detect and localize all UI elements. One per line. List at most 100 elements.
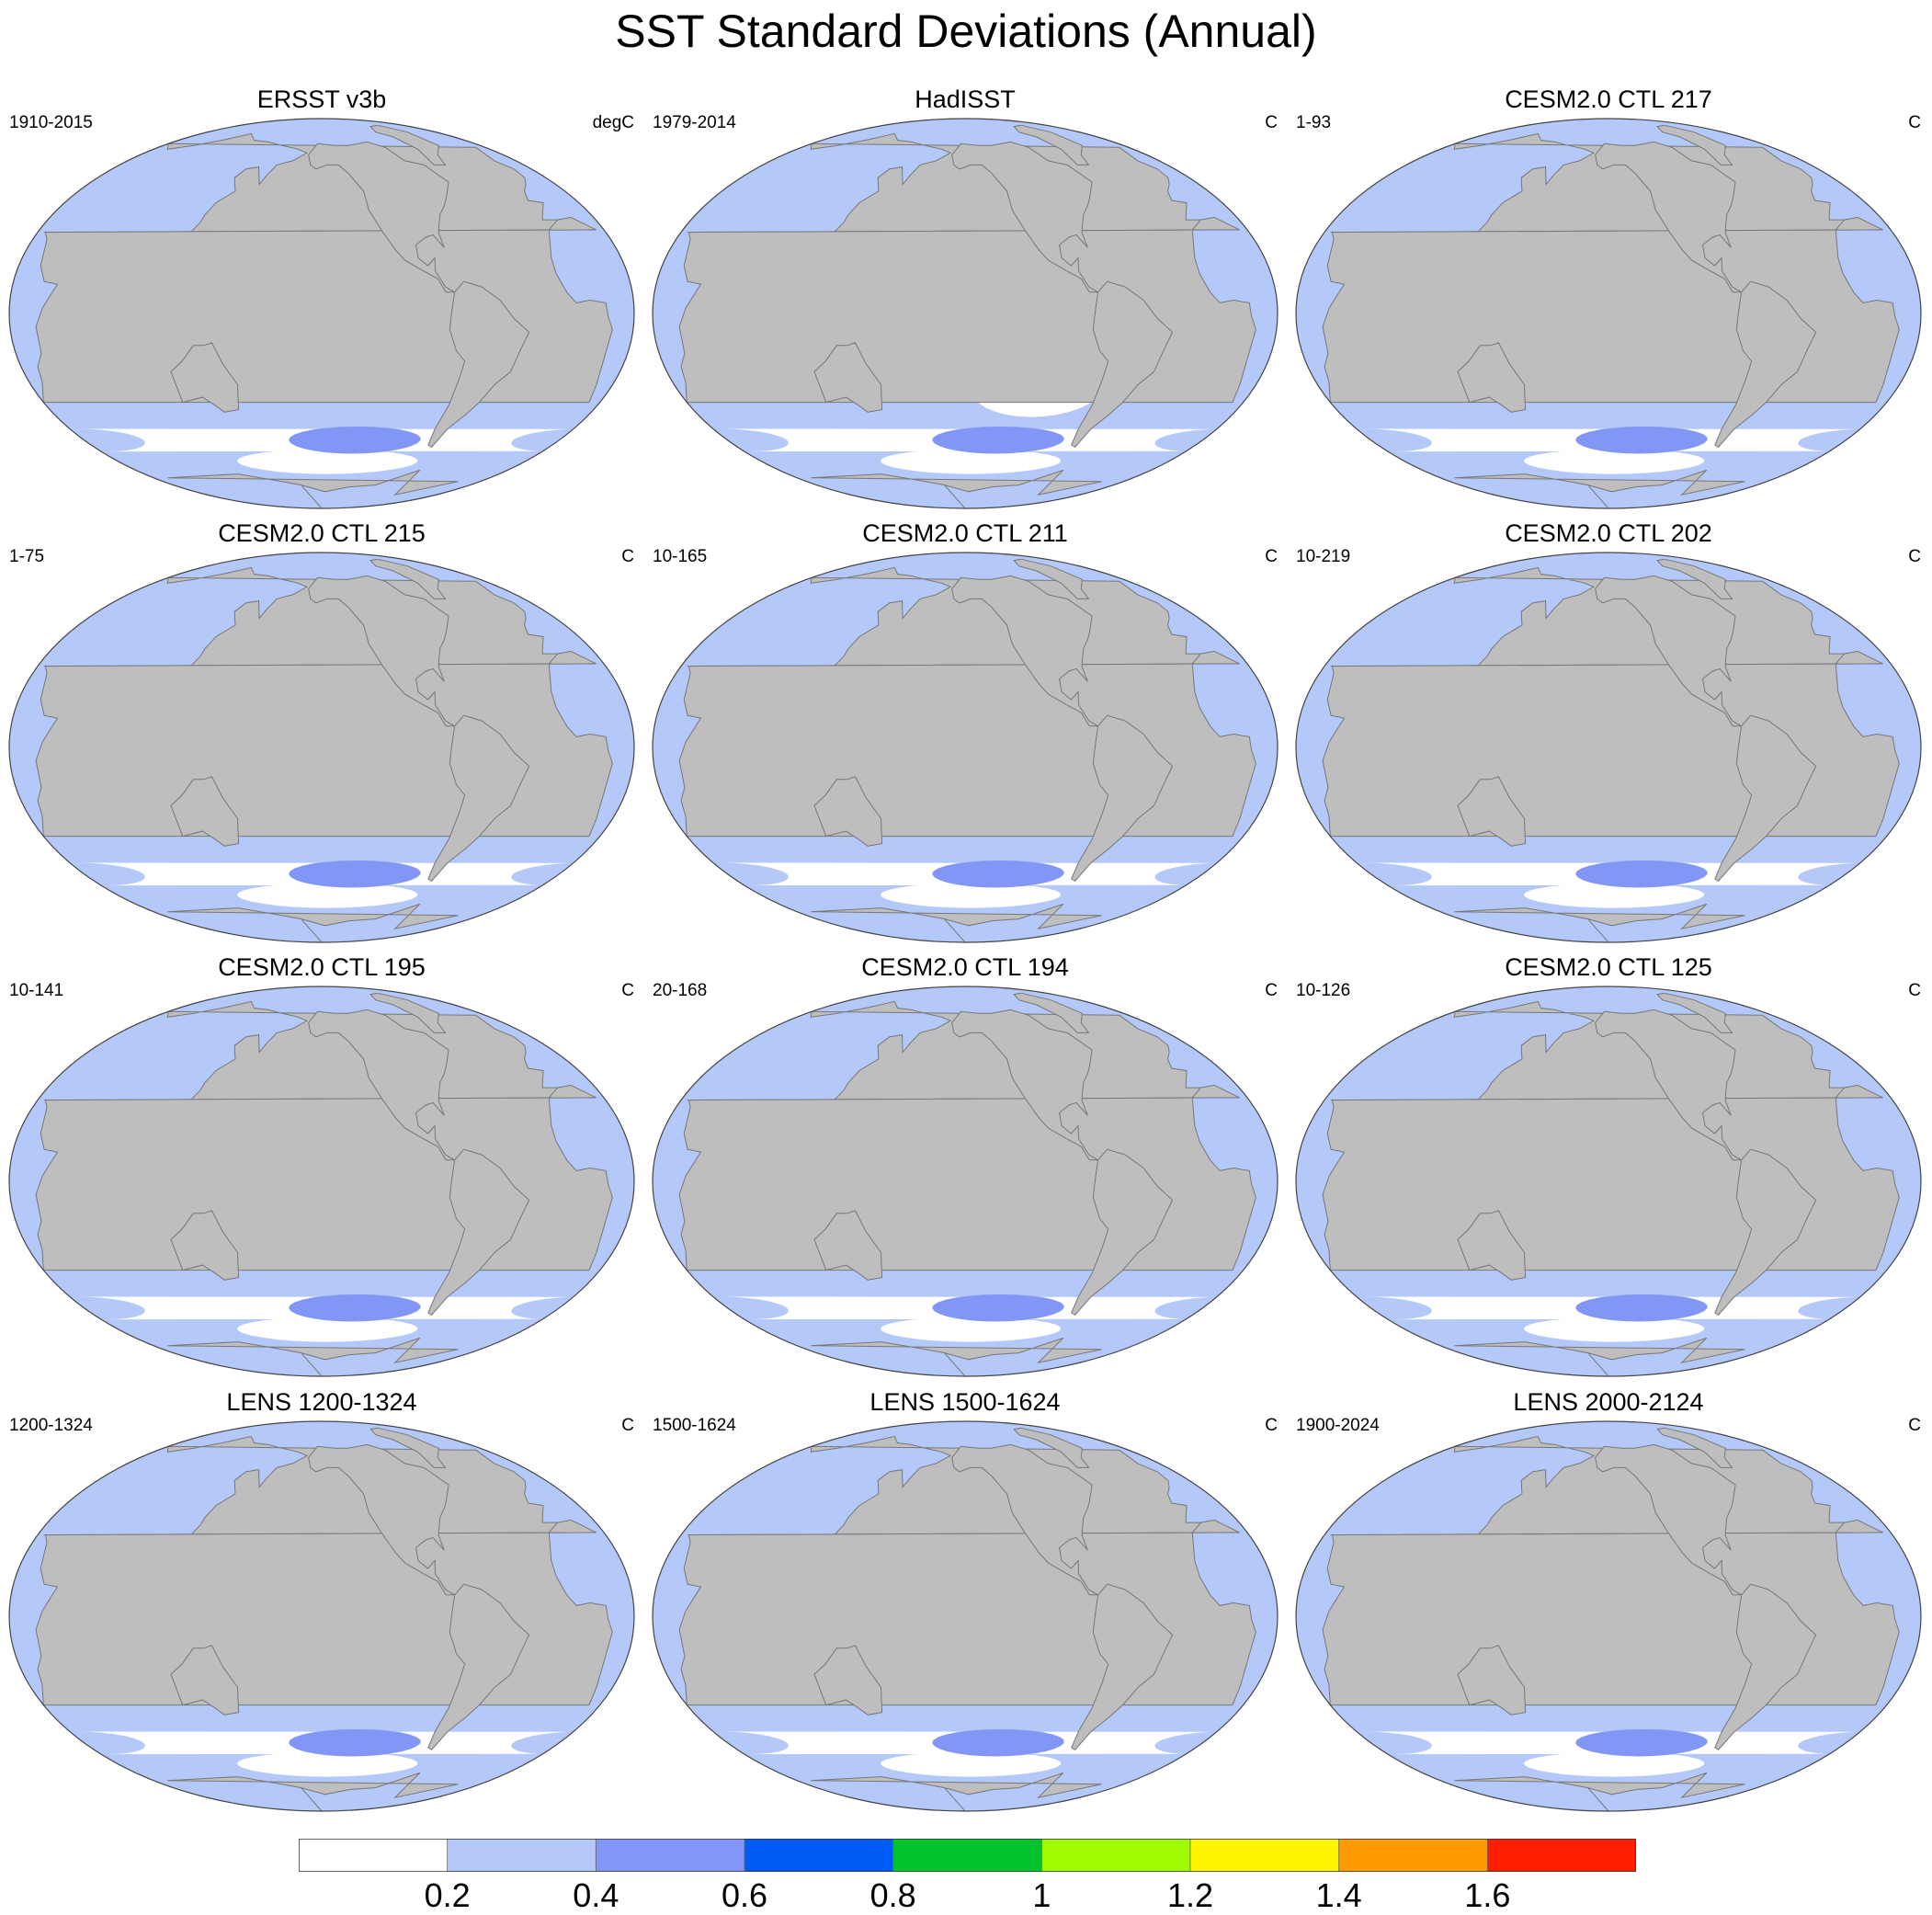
land-greenland: [1013, 992, 1090, 1033]
world-map: [1295, 986, 1922, 1377]
land-australia: [1457, 342, 1527, 413]
panel-title: CESM2.0 CTL 215: [218, 519, 426, 547]
variability-region: [1575, 1729, 1708, 1757]
land-australia: [1457, 1210, 1527, 1281]
land-australia: [813, 776, 883, 847]
land-antarctica: [1454, 469, 1745, 508]
variability-region: [932, 427, 1064, 454]
low-variability-region: [881, 1751, 1061, 1777]
colorbar-swatch: [447, 1839, 597, 1872]
colorbar-swatch: [1040, 1839, 1191, 1872]
land-greenland: [1656, 1427, 1733, 1468]
land-north-america: [308, 1009, 457, 1161]
land-north-america: [308, 1443, 457, 1596]
map-panel: CESM2.0 CTL 215 1-75 C: [0, 519, 643, 952]
low-variability-region: [237, 1317, 417, 1342]
land-africa: [1322, 650, 1900, 838]
low-variability-region: [237, 883, 417, 908]
world-map: [8, 552, 635, 943]
colorbar-tick-label: 1.4: [1315, 1876, 1362, 1914]
panel-units-label: C: [1908, 113, 1921, 132]
low-variability-region: [881, 449, 1061, 474]
colorbar-tick-label: 1.6: [1464, 1876, 1511, 1914]
variability-region: [289, 427, 421, 454]
colorbar-tick-label: 0.4: [573, 1876, 619, 1914]
map-outline: [652, 118, 1279, 509]
panel-period-label: 1200-1324: [9, 1416, 93, 1435]
land-greenland: [369, 124, 447, 165]
panel-period-label: 10-219: [1296, 547, 1351, 566]
land-africa: [1322, 1084, 1900, 1271]
land-south-america: [427, 1148, 530, 1316]
map-outline: [8, 118, 635, 509]
panel-period-label: 1-75: [9, 547, 45, 566]
panel-period-label: 1979-2014: [653, 113, 736, 132]
map-panel: CESM2.0 CTL 195 10-141 C: [0, 953, 643, 1385]
low-variability-region: [237, 449, 417, 474]
land-australia: [813, 1210, 883, 1281]
variability-region: [1575, 1294, 1708, 1322]
low-variability-region: [1524, 883, 1704, 908]
land-south-america: [427, 714, 530, 882]
land-africa: [1322, 1519, 1900, 1706]
land-australia: [813, 342, 883, 413]
land-greenland: [1656, 992, 1733, 1033]
land-greenland: [1013, 1427, 1090, 1468]
colorbar-swatch: [299, 1839, 449, 1872]
land-greenland: [1013, 558, 1090, 599]
map-outline: [8, 986, 635, 1377]
world-map: [1295, 552, 1922, 943]
panel-title: CESM2.0 CTL 211: [862, 519, 1068, 547]
colorbar-swatch: [892, 1839, 1043, 1872]
land-antarctica: [1454, 1772, 1745, 1811]
land-greenland: [369, 558, 447, 599]
low-variability-region: [881, 883, 1061, 908]
land-australia: [170, 342, 240, 413]
land-africa: [1322, 216, 1900, 404]
panel-units-label: C: [621, 547, 634, 566]
land-north-america: [1595, 575, 1744, 727]
variability-region: [932, 1294, 1064, 1322]
low-variability-region: [1524, 1317, 1704, 1342]
panel-period-label: 10-126: [1296, 981, 1351, 1000]
map-outline: [1295, 552, 1922, 943]
panel-units-label: C: [1265, 547, 1278, 566]
land-australia: [170, 1210, 240, 1281]
panel-units-label: degC: [592, 113, 634, 132]
low-variability-region: [881, 1317, 1061, 1342]
world-map: [1295, 1420, 1922, 1812]
map-panel: HadISST 1979-2014 C: [643, 85, 1287, 518]
land-south-america: [1714, 280, 1817, 448]
panel-period-label: 1910-2015: [9, 113, 93, 132]
land-north-america: [951, 575, 1100, 727]
panel-title: HadISST: [915, 85, 1016, 113]
land-australia: [1457, 1645, 1527, 1716]
land-greenland: [1656, 558, 1733, 599]
map-panel: LENS 1200-1324 1200-1324 C: [0, 1388, 643, 1820]
world-map: [8, 118, 635, 509]
map-panel: CESM2.0 CTL 202 10-219 C: [1287, 519, 1930, 952]
land-north-america: [951, 141, 1100, 293]
world-map: [1295, 118, 1922, 509]
land-antarctica: [1454, 903, 1745, 942]
variability-region: [289, 1294, 421, 1322]
variability-region: [289, 861, 421, 888]
colorbar: [299, 1839, 1636, 1872]
land-antarctica: [811, 1337, 1102, 1376]
variability-region: [1575, 427, 1708, 454]
world-map: [652, 118, 1279, 509]
land-antarctica: [167, 469, 459, 508]
land-south-america: [427, 280, 530, 448]
land-antarctica: [811, 903, 1102, 942]
colorbar-swatch: [595, 1839, 745, 1872]
variability-region: [1575, 861, 1708, 888]
land-antarctica: [811, 469, 1102, 508]
world-map: [652, 552, 1279, 943]
land-north-america: [951, 1009, 1100, 1161]
land-africa: [678, 1084, 1256, 1271]
map-outline: [8, 1420, 635, 1812]
map-outline: [652, 552, 1279, 943]
land-north-america: [1595, 141, 1744, 293]
land-greenland: [369, 1427, 447, 1468]
panel-period-label: 1-93: [1296, 113, 1332, 132]
